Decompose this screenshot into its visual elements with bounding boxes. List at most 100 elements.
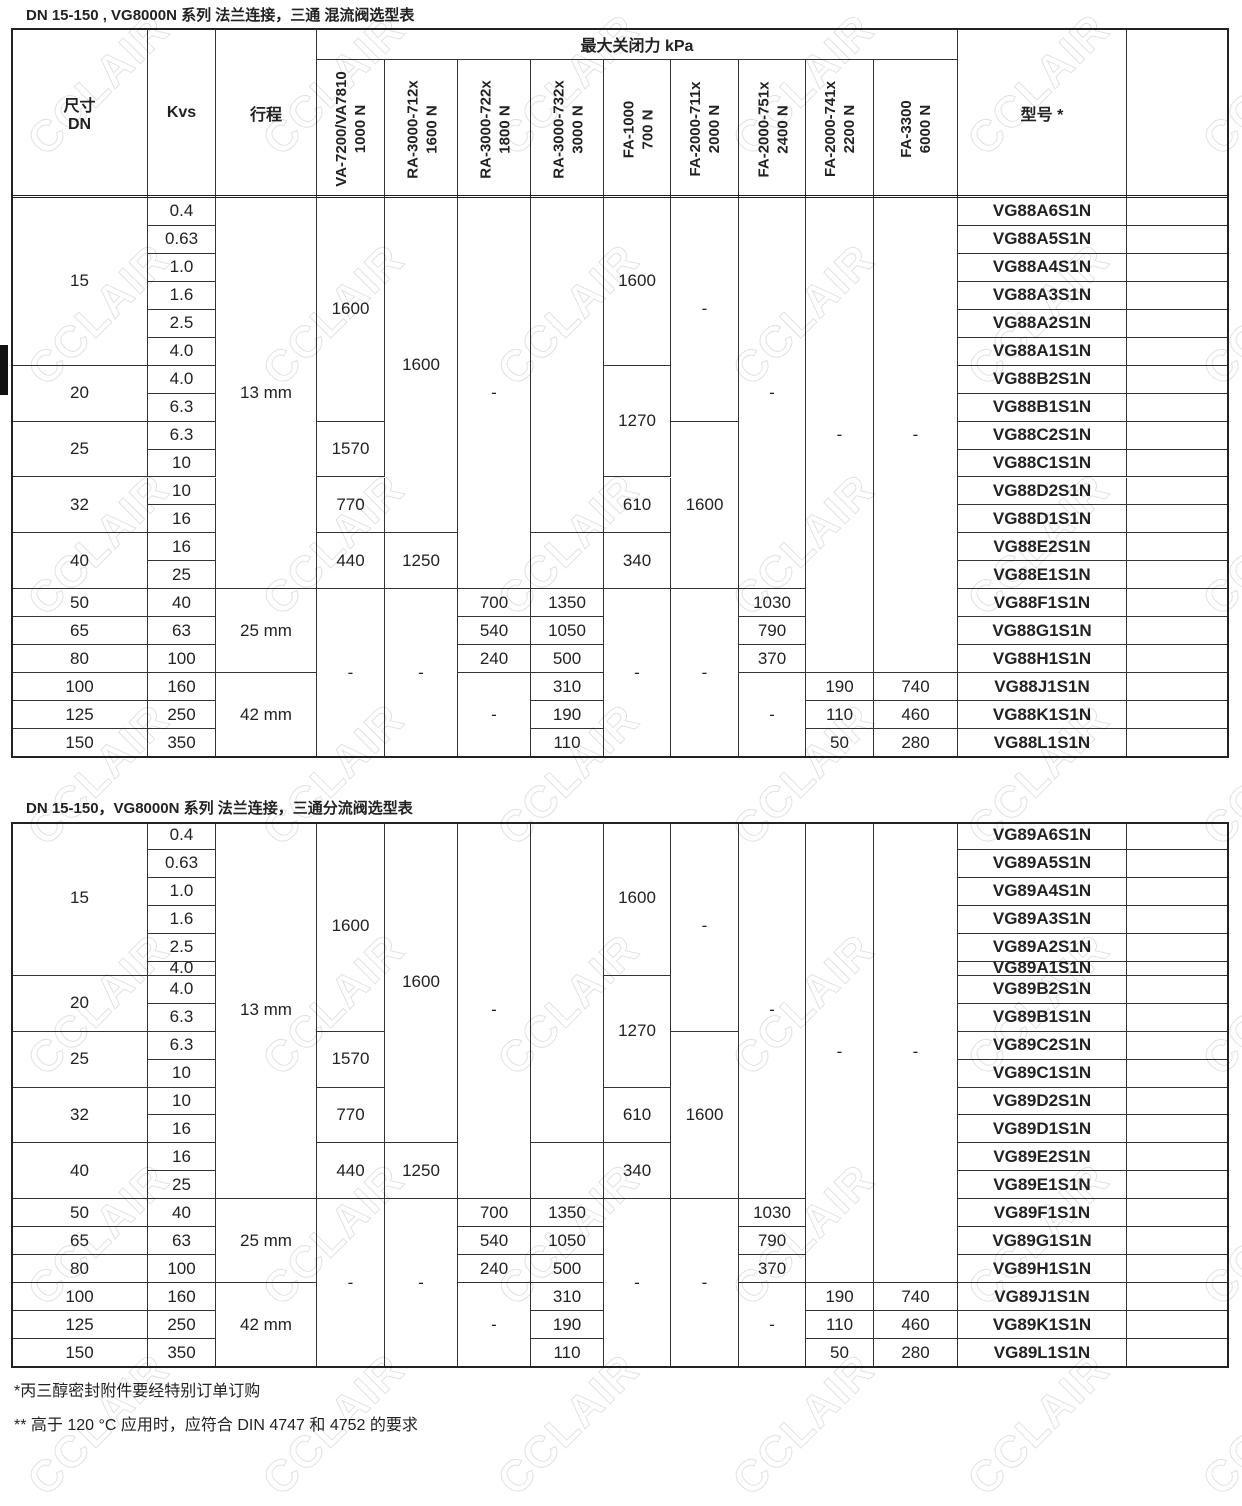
model-cell: VG88G1S1N	[958, 617, 1127, 646]
force-cell: 460	[874, 1311, 958, 1340]
actuator-header: VA-7200/VA7810 1000 N	[317, 60, 385, 198]
force-cell: 50	[806, 729, 874, 757]
force-cell: 1030	[739, 1199, 806, 1228]
actuator-force: 1600 N	[422, 104, 440, 154]
actuator-force: 1000 N	[352, 104, 369, 154]
kvs-cell: 100	[148, 645, 216, 674]
dn-cell: 40	[12, 533, 148, 590]
force-cell: 770	[317, 477, 385, 534]
page: (() => { const data = JSON.parse(documen…	[0, 3, 1242, 1506]
dn-cell: 150	[12, 729, 148, 757]
header-cell: Kvs	[148, 28, 216, 198]
stroke-cell: 25 mm	[216, 1199, 317, 1284]
actuator-force: 700 N	[638, 108, 656, 150]
force-cell: 240	[458, 645, 531, 674]
model-cell: VG88A3S1N	[958, 281, 1127, 310]
actuator-label: FA-1000 700 N	[604, 63, 670, 195]
force-cell: -	[317, 1199, 385, 1367]
empty-cell	[1127, 1059, 1228, 1088]
dn-cell: 150	[12, 1339, 148, 1367]
model-cell: VG89F1S1N	[958, 1199, 1127, 1228]
stroke-cell: 13 mm	[216, 822, 317, 1200]
dn-cell: 15	[12, 822, 148, 976]
kvs-cell: 10	[148, 1087, 216, 1116]
actuator-header: FA-2000-741x 2200 N	[806, 60, 874, 198]
force-cell: 1030	[739, 589, 806, 618]
actuator-name: RA-3000-732x	[549, 79, 567, 179]
force-cell: -	[739, 198, 806, 590]
empty-cell	[1127, 365, 1228, 394]
empty-cell	[1127, 933, 1228, 962]
model-cell: VG89C1S1N	[958, 1059, 1127, 1088]
empty-cell	[1127, 589, 1228, 618]
actuator-name: FA-2000-711x	[687, 81, 704, 177]
model-cell: VG89E1S1N	[958, 1171, 1127, 1200]
model-cell: VG89H1S1N	[958, 1255, 1127, 1284]
empty-cell	[1127, 1003, 1228, 1032]
force-cell: 740	[874, 673, 958, 702]
model-cell: VG88B2S1N	[958, 365, 1127, 394]
force-cell: 310	[531, 1283, 604, 1312]
force-cell: -	[874, 198, 958, 674]
dn-cell: 50	[12, 1199, 148, 1228]
kvs-cell: 250	[148, 701, 216, 730]
force-cell: 440	[317, 1143, 385, 1200]
dn-cell: 65	[12, 1227, 148, 1256]
kvs-cell: 10	[148, 1059, 216, 1088]
dn-cell: 100	[12, 1283, 148, 1312]
model-cell: VG88A4S1N	[958, 253, 1127, 282]
model-cell: VG88E2S1N	[958, 533, 1127, 562]
empty-cell	[531, 198, 604, 534]
dn-cell: 80	[12, 645, 148, 674]
kvs-cell: 40	[148, 589, 216, 618]
empty-cell	[531, 1143, 604, 1200]
empty-cell	[1127, 309, 1228, 338]
model-cell: VG89D2S1N	[958, 1087, 1127, 1116]
actuator-name: FA-1000	[619, 100, 637, 158]
force-cell: 700	[458, 589, 531, 618]
kvs-cell: 6.3	[148, 393, 216, 422]
kvs-cell: 10	[148, 449, 216, 478]
side-tab	[0, 345, 8, 395]
model-cell: VG88E1S1N	[958, 561, 1127, 590]
table-title: DN 15-150 , VG8000N 系列 法兰连接，三通 混流阀选型表	[26, 7, 415, 24]
stroke-cell: 42 mm	[216, 673, 317, 757]
kvs-cell: 25	[148, 561, 216, 590]
force-cell: 540	[458, 617, 531, 646]
kvs-cell: 4.0	[148, 975, 216, 1004]
force-cell: -	[739, 1283, 806, 1367]
kvs-cell: 16	[148, 505, 216, 534]
empty-cell	[1127, 253, 1228, 282]
actuator-force: 2200 N	[841, 104, 858, 154]
empty-cell	[1127, 1255, 1228, 1284]
kvs-cell: 4.0	[148, 365, 216, 394]
kvs-cell: 0.63	[148, 225, 216, 254]
model-cell: VG88B1S1N	[958, 393, 1127, 422]
force-cell: -	[317, 589, 385, 757]
kvs-cell: 0.4	[148, 822, 216, 850]
force-cell: 1050	[531, 1227, 604, 1256]
model-cell: VG88C1S1N	[958, 449, 1127, 478]
empty-cell	[1127, 337, 1228, 366]
force-cell: -	[806, 198, 874, 674]
actuator-force: 6000 N	[917, 104, 934, 154]
kvs-cell: 6.3	[148, 1031, 216, 1060]
empty-cell	[1127, 393, 1228, 422]
actuator-label: RA-3000-722x 1800 N	[458, 63, 530, 195]
dn-cell: 20	[12, 975, 148, 1032]
stroke-cell: 42 mm	[216, 1283, 317, 1367]
kvs-cell: 40	[148, 1199, 216, 1228]
model-cell: VG88J1S1N	[958, 673, 1127, 702]
actuator-label: FA-2000-711x 2000 N	[671, 63, 738, 195]
model-cell: VG89E2S1N	[958, 1143, 1127, 1172]
force-cell: 610	[604, 477, 671, 534]
kvs-cell: 100	[148, 1255, 216, 1284]
empty-cell	[1127, 533, 1228, 562]
model-cell: VG88A2S1N	[958, 309, 1127, 338]
empty-cell	[1127, 673, 1228, 702]
kvs-cell: 16	[148, 1115, 216, 1144]
force-cell: -	[458, 673, 531, 757]
force-cell: 1600	[317, 822, 385, 1032]
model-cell: VG89B2S1N	[958, 975, 1127, 1004]
model-cell: VG89C2S1N	[958, 1031, 1127, 1060]
